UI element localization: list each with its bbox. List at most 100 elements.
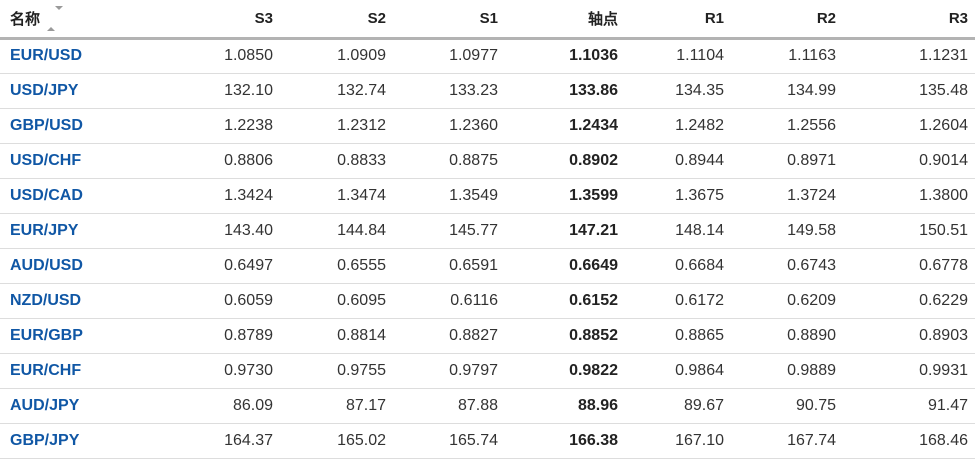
column-header-r1: R1 (625, 0, 731, 40)
s1-value: 145.77 (393, 213, 505, 249)
s1-value: 0.6116 (393, 283, 505, 319)
table-row: AUD/USD 0.6497 0.6555 0.6591 0.6649 0.66… (0, 248, 975, 284)
pivot-value: 0.8902 (505, 143, 625, 179)
r3-value: 168.46 (843, 423, 975, 459)
s2-value: 0.6095 (280, 283, 393, 319)
pair-link[interactable]: USD/CHF (10, 151, 82, 169)
s3-value: 0.6497 (145, 248, 280, 284)
s1-value: 0.9797 (393, 353, 505, 389)
pivot-value: 133.86 (505, 73, 625, 109)
table-row: GBP/USD 1.2238 1.2312 1.2360 1.2434 1.24… (0, 108, 975, 144)
pivot-value: 88.96 (505, 388, 625, 424)
pair-link[interactable]: NZD/USD (10, 291, 82, 309)
column-header-name-label: 名称 (10, 10, 41, 28)
r1-value: 1.3675 (625, 178, 731, 214)
table-row: USD/CHF 0.8806 0.8833 0.8875 0.8902 0.89… (0, 143, 975, 179)
table-row: USD/CAD 1.3424 1.3474 1.3549 1.3599 1.36… (0, 178, 975, 214)
r1-value: 1.1104 (625, 38, 731, 74)
r3-value: 0.6778 (843, 248, 975, 284)
column-header-r3: R3 (843, 0, 975, 40)
r2-value: 1.3724 (731, 178, 843, 214)
s2-value: 1.3474 (280, 178, 393, 214)
pivot-value: 166.38 (505, 423, 625, 459)
r3-value: 0.9931 (843, 353, 975, 389)
s3-value: 0.8806 (145, 143, 280, 179)
s3-value: 132.10 (145, 73, 280, 109)
pivot-value: 0.6649 (505, 248, 625, 284)
sort-icon[interactable] (47, 6, 64, 32)
s1-value: 1.2360 (393, 108, 505, 144)
s2-value: 0.8814 (280, 318, 393, 354)
pair-link[interactable]: GBP/JPY (10, 431, 80, 449)
r1-value: 0.9864 (625, 353, 731, 389)
s2-value: 1.2312 (280, 108, 393, 144)
s3-value: 86.09 (145, 388, 280, 424)
pair-link[interactable]: AUD/USD (10, 256, 83, 274)
s1-value: 0.8827 (393, 318, 505, 354)
r1-value: 0.8865 (625, 318, 731, 354)
s1-value: 133.23 (393, 73, 505, 109)
pair-link[interactable]: EUR/GBP (10, 326, 83, 344)
s1-value: 1.0977 (393, 38, 505, 74)
s2-value: 0.6555 (280, 248, 393, 284)
column-header-s3: S3 (145, 0, 280, 40)
r3-value: 0.8903 (843, 318, 975, 354)
s1-value: 165.74 (393, 423, 505, 459)
r3-value: 1.1231 (843, 38, 975, 74)
table-row: EUR/CHF 0.9730 0.9755 0.9797 0.9822 0.98… (0, 353, 975, 389)
pair-link[interactable]: EUR/CHF (10, 361, 82, 379)
s1-value: 1.3549 (393, 178, 505, 214)
s3-value: 1.3424 (145, 178, 280, 214)
column-header-name[interactable]: 名称 (0, 0, 145, 40)
table-row: EUR/JPY 143.40 144.84 145.77 147.21 148.… (0, 213, 975, 249)
r2-value: 0.8890 (731, 318, 843, 354)
r2-value: 90.75 (731, 388, 843, 424)
r1-value: 134.35 (625, 73, 731, 109)
pivot-value: 1.2434 (505, 108, 625, 144)
pivot-value: 1.1036 (505, 38, 625, 74)
pivot-value: 147.21 (505, 213, 625, 249)
pair-link[interactable]: USD/CAD (10, 186, 83, 204)
table-row: EUR/USD 1.0850 1.0909 1.0977 1.1036 1.11… (0, 38, 975, 74)
s3-value: 1.2238 (145, 108, 280, 144)
r2-value: 167.74 (731, 423, 843, 459)
pair-link[interactable]: GBP/USD (10, 116, 83, 134)
r1-value: 167.10 (625, 423, 731, 459)
r1-value: 0.8944 (625, 143, 731, 179)
r3-value: 0.6229 (843, 283, 975, 319)
s3-value: 0.6059 (145, 283, 280, 319)
s1-value: 0.8875 (393, 143, 505, 179)
s1-value: 0.6591 (393, 248, 505, 284)
r2-value: 0.8971 (731, 143, 843, 179)
s2-value: 1.0909 (280, 38, 393, 74)
pivot-value: 0.9822 (505, 353, 625, 389)
r3-value: 135.48 (843, 73, 975, 109)
r2-value: 1.1163 (731, 38, 843, 74)
pair-link[interactable]: EUR/JPY (10, 221, 79, 239)
column-header-pivot: 轴点 (505, 0, 625, 40)
table-row: NZD/USD 0.6059 0.6095 0.6116 0.6152 0.61… (0, 283, 975, 319)
table-row: USD/JPY 132.10 132.74 133.23 133.86 134.… (0, 73, 975, 109)
r2-value: 0.6743 (731, 248, 843, 284)
r1-value: 0.6172 (625, 283, 731, 319)
r1-value: 0.6684 (625, 248, 731, 284)
header-row: 名称 S3 S2 S1 轴点 R1 R2 R3 (0, 0, 975, 40)
r3-value: 1.2604 (843, 108, 975, 144)
r1-value: 89.67 (625, 388, 731, 424)
r2-value: 0.9889 (731, 353, 843, 389)
column-header-s1: S1 (393, 0, 505, 40)
r2-value: 134.99 (731, 73, 843, 109)
pair-link[interactable]: AUD/JPY (10, 396, 80, 414)
s3-value: 1.0850 (145, 38, 280, 74)
s2-value: 144.84 (280, 213, 393, 249)
r3-value: 91.47 (843, 388, 975, 424)
pair-link[interactable]: EUR/USD (10, 47, 83, 64)
s2-value: 0.9755 (280, 353, 393, 389)
table-row: EUR/GBP 0.8789 0.8814 0.8827 0.8852 0.88… (0, 318, 975, 354)
pivot-value: 0.6152 (505, 283, 625, 319)
s1-value: 87.88 (393, 388, 505, 424)
r3-value: 1.3800 (843, 178, 975, 214)
pair-link[interactable]: USD/JPY (10, 81, 79, 99)
table-row: GBP/JPY 164.37 165.02 165.74 166.38 167.… (0, 423, 975, 459)
r1-value: 1.2482 (625, 108, 731, 144)
